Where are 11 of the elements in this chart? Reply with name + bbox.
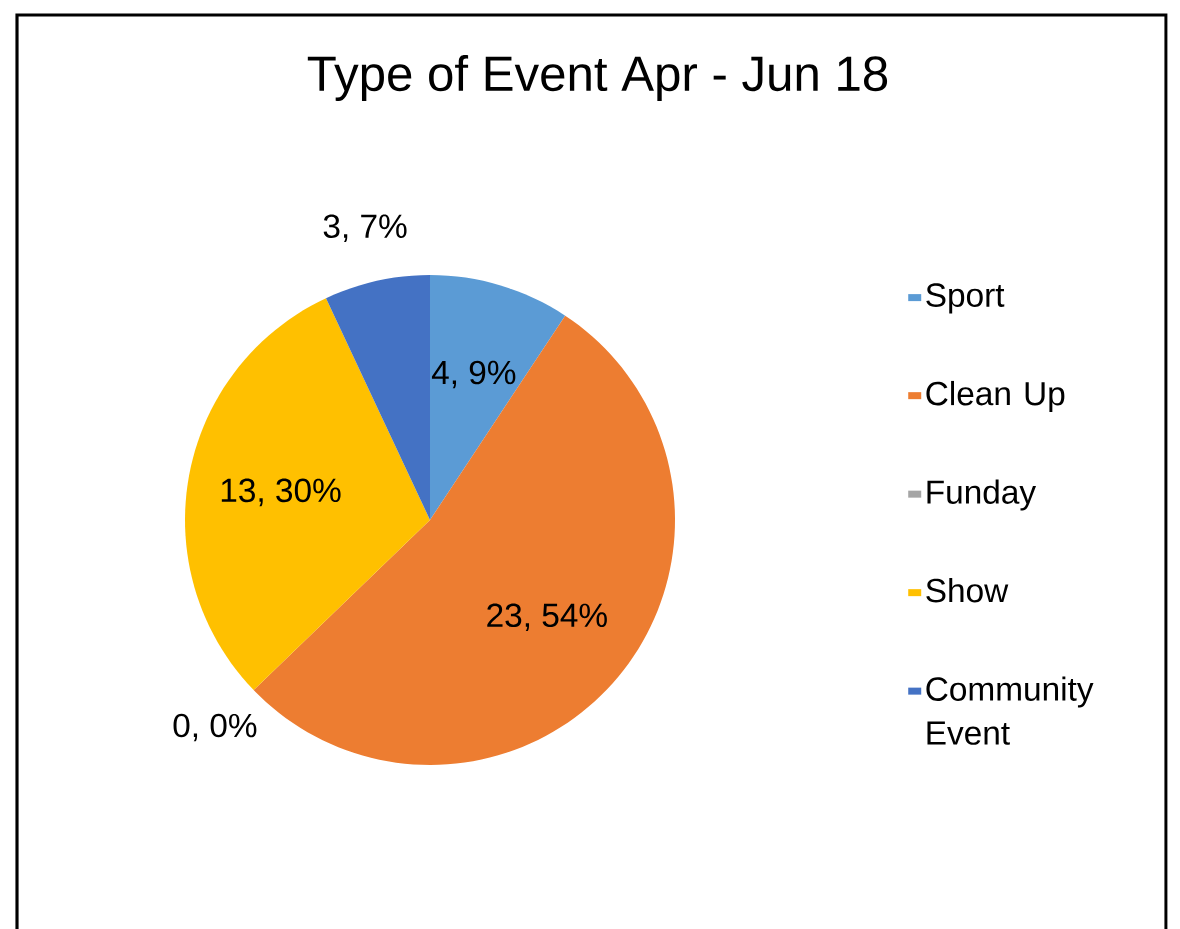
data-label: 13, 30% — [221, 478, 341, 507]
legend-label: Community Event — [926, 676, 1094, 745]
data-label: 3, 7% — [323, 214, 407, 243]
legend-label: Sport — [926, 283, 1005, 314]
text: 0, 0% — [173, 713, 257, 742]
legend-label: Clean Up — [926, 380, 1065, 413]
data-label: 23, 54% — [487, 603, 607, 632]
chart-title: Type of Event Apr - Jun 18 — [307, 55, 888, 101]
legend-label: Funday — [927, 479, 1037, 511]
data-label: 4, 9% — [431, 360, 516, 389]
legend-label: Show — [926, 577, 1009, 603]
